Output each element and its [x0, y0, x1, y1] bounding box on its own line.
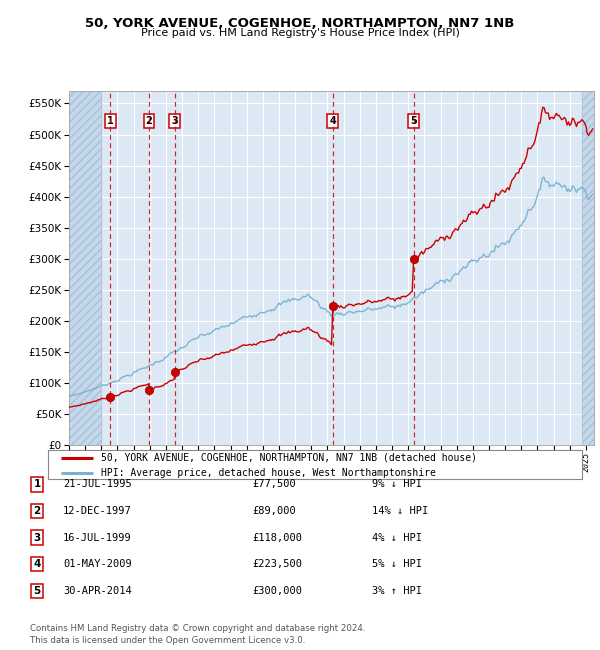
Text: 01-MAY-2009: 01-MAY-2009 — [63, 559, 132, 569]
Text: 1: 1 — [34, 479, 41, 489]
Text: Price paid vs. HM Land Registry's House Price Index (HPI): Price paid vs. HM Land Registry's House … — [140, 28, 460, 38]
Text: £89,000: £89,000 — [252, 506, 296, 516]
Text: 12-DEC-1997: 12-DEC-1997 — [63, 506, 132, 516]
Text: 50, YORK AVENUE, COGENHOE, NORTHAMPTON, NN7 1NB (detached house): 50, YORK AVENUE, COGENHOE, NORTHAMPTON, … — [101, 452, 478, 463]
Text: £300,000: £300,000 — [252, 586, 302, 596]
Text: 4: 4 — [34, 559, 41, 569]
Text: 1: 1 — [107, 116, 113, 126]
Text: 9% ↓ HPI: 9% ↓ HPI — [372, 479, 422, 489]
Text: HPI: Average price, detached house, West Northamptonshire: HPI: Average price, detached house, West… — [101, 467, 436, 478]
Bar — [69, 91, 101, 445]
Text: 5: 5 — [34, 586, 41, 596]
Bar — [582, 91, 594, 445]
Text: 3% ↑ HPI: 3% ↑ HPI — [372, 586, 422, 596]
Text: 30-APR-2014: 30-APR-2014 — [63, 586, 132, 596]
FancyBboxPatch shape — [48, 450, 582, 479]
Text: 5: 5 — [410, 116, 417, 126]
Text: 3: 3 — [171, 116, 178, 126]
Text: £118,000: £118,000 — [252, 532, 302, 543]
Text: 4: 4 — [329, 116, 336, 126]
Text: Contains HM Land Registry data © Crown copyright and database right 2024.
This d: Contains HM Land Registry data © Crown c… — [30, 624, 365, 645]
Text: £77,500: £77,500 — [252, 479, 296, 489]
Text: 16-JUL-1999: 16-JUL-1999 — [63, 532, 132, 543]
Text: 5% ↓ HPI: 5% ↓ HPI — [372, 559, 422, 569]
Text: 4% ↓ HPI: 4% ↓ HPI — [372, 532, 422, 543]
Bar — [582, 91, 594, 445]
Text: £223,500: £223,500 — [252, 559, 302, 569]
Text: 50, YORK AVENUE, COGENHOE, NORTHAMPTON, NN7 1NB: 50, YORK AVENUE, COGENHOE, NORTHAMPTON, … — [85, 17, 515, 30]
Bar — [69, 91, 101, 445]
Text: 3: 3 — [34, 532, 41, 543]
Text: 2: 2 — [146, 116, 152, 126]
Text: 14% ↓ HPI: 14% ↓ HPI — [372, 506, 428, 516]
Text: 21-JUL-1995: 21-JUL-1995 — [63, 479, 132, 489]
Text: 2: 2 — [34, 506, 41, 516]
